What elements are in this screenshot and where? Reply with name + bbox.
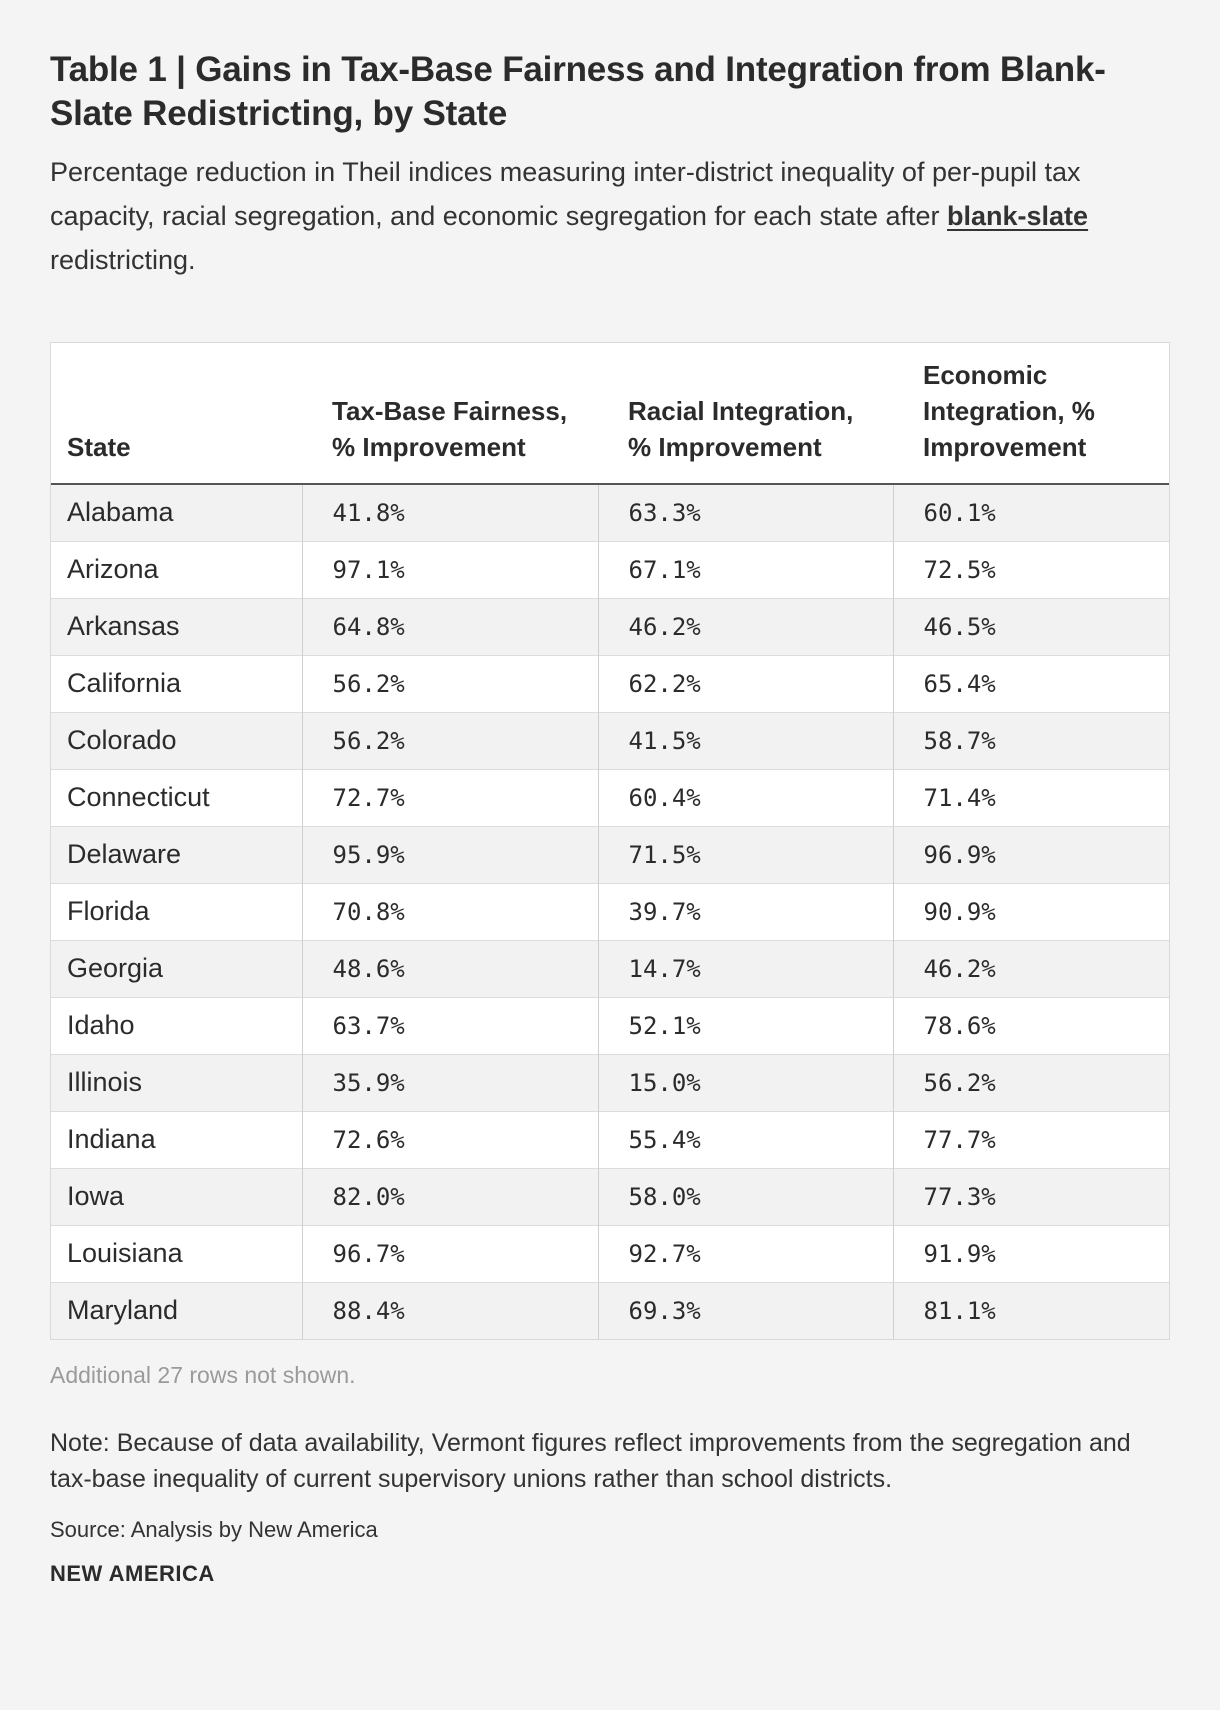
table-row: Colorado 56.2% 41.5% 58.7% <box>51 711 1169 769</box>
cell-tax-base-fairness: 72.7% <box>301 768 598 826</box>
cell-racial-integration: 71.5% <box>597 825 893 883</box>
cell-state: Connecticut <box>51 768 302 826</box>
cell-tax-base-fairness: 82.0% <box>301 1167 598 1225</box>
subtitle-text: Percentage reduction in Theil indices me… <box>50 157 1081 231</box>
cell-racial-integration: 39.7% <box>597 882 893 940</box>
cell-state: Alabama <box>51 484 302 541</box>
cell-tax-base-fairness: 70.8% <box>301 882 598 940</box>
cell-racial-integration: 92.7% <box>597 1224 893 1282</box>
cell-state: Delaware <box>51 825 302 883</box>
table-row: Arizona 97.1% 67.1% 72.5% <box>51 540 1169 598</box>
table-header-row: State Tax-Base Fairness, % Improvement R… <box>51 343 1169 485</box>
cell-state: Iowa <box>51 1167 302 1225</box>
header-economic-integration[interactable]: Economic Integration, % Improvement <box>893 343 1169 485</box>
table-row: Delaware 95.9% 71.5% 96.9% <box>51 825 1169 883</box>
cell-economic-integration: 56.2% <box>892 1053 1169 1111</box>
table-row: Alabama 41.8% 63.3% 60.1% <box>51 484 1169 541</box>
brand-logo: NEW AMERICA <box>50 1561 215 1586</box>
cell-state: Illinois <box>51 1053 302 1111</box>
cell-economic-integration: 46.5% <box>892 597 1169 655</box>
cell-economic-integration: 72.5% <box>892 540 1169 598</box>
table-row: Indiana 72.6% 55.4% 77.7% <box>51 1110 1169 1168</box>
cell-racial-integration: 62.2% <box>597 654 893 712</box>
cell-tax-base-fairness: 64.8% <box>301 597 598 655</box>
cell-economic-integration: 90.9% <box>892 882 1169 940</box>
table-row: Connecticut 72.7% 60.4% 71.4% <box>51 768 1169 826</box>
cell-tax-base-fairness: 95.9% <box>301 825 598 883</box>
cell-economic-integration: 81.1% <box>892 1281 1169 1339</box>
table-row: Illinois 35.9% 15.0% 56.2% <box>51 1053 1169 1111</box>
cell-tax-base-fairness: 35.9% <box>301 1053 598 1111</box>
cell-tax-base-fairness: 48.6% <box>301 939 598 997</box>
table-row: Georgia 48.6% 14.7% 46.2% <box>51 939 1169 997</box>
cell-economic-integration: 77.3% <box>892 1167 1169 1225</box>
table-subtitle: Percentage reduction in Theil indices me… <box>50 150 1130 282</box>
subtitle-text-end: redistricting. <box>50 245 196 275</box>
footnote: Note: Because of data availability, Verm… <box>50 1429 1131 1493</box>
cell-economic-integration: 78.6% <box>892 996 1169 1054</box>
cell-economic-integration: 46.2% <box>892 939 1169 997</box>
table-row: Maryland 88.4% 69.3% 81.1% <box>51 1281 1169 1339</box>
cell-racial-integration: 41.5% <box>597 711 893 769</box>
cell-economic-integration: 58.7% <box>892 711 1169 769</box>
table-row: Florida 70.8% 39.7% 90.9% <box>51 882 1169 940</box>
rows-hidden-notice: Additional 27 rows not shown. <box>50 1362 356 1388</box>
cell-economic-integration: 96.9% <box>892 825 1169 883</box>
cell-state: Georgia <box>51 939 302 997</box>
data-table: State Tax-Base Fairness, % Improvement R… <box>50 342 1170 1340</box>
cell-tax-base-fairness: 56.2% <box>301 654 598 712</box>
cell-state: Maryland <box>51 1281 302 1339</box>
table-row: California 56.2% 62.2% 65.4% <box>51 654 1169 712</box>
table-row: Arkansas 64.8% 46.2% 46.5% <box>51 597 1169 655</box>
table-row: Iowa 82.0% 58.0% 77.3% <box>51 1167 1169 1225</box>
cell-state: Idaho <box>51 996 302 1054</box>
table-row: Idaho 63.7% 52.1% 78.6% <box>51 996 1169 1054</box>
cell-economic-integration: 77.7% <box>892 1110 1169 1168</box>
header-state[interactable]: State <box>51 343 302 485</box>
cell-racial-integration: 60.4% <box>597 768 893 826</box>
cell-tax-base-fairness: 63.7% <box>301 996 598 1054</box>
cell-state: Arkansas <box>51 597 302 655</box>
cell-economic-integration: 60.1% <box>892 484 1169 541</box>
cell-racial-integration: 52.1% <box>597 996 893 1054</box>
cell-racial-integration: 15.0% <box>597 1053 893 1111</box>
blank-slate-link[interactable]: blank-slate <box>947 201 1089 231</box>
source-line: Source: Analysis by New America <box>50 1517 378 1542</box>
cell-state: Indiana <box>51 1110 302 1168</box>
cell-racial-integration: 63.3% <box>597 484 893 541</box>
header-racial-integration[interactable]: Racial Integration, % Improvement <box>598 343 893 485</box>
cell-state: Arizona <box>51 540 302 598</box>
cell-tax-base-fairness: 72.6% <box>301 1110 598 1168</box>
cell-racial-integration: 46.2% <box>597 597 893 655</box>
cell-tax-base-fairness: 96.7% <box>301 1224 598 1282</box>
cell-tax-base-fairness: 88.4% <box>301 1281 598 1339</box>
table-row: Louisiana 96.7% 92.7% 91.9% <box>51 1224 1169 1282</box>
cell-economic-integration: 71.4% <box>892 768 1169 826</box>
cell-tax-base-fairness: 41.8% <box>301 484 598 541</box>
header-tax-base-fairness[interactable]: Tax-Base Fairness, % Improvement <box>302 343 598 485</box>
cell-tax-base-fairness: 97.1% <box>301 540 598 598</box>
cell-economic-integration: 65.4% <box>892 654 1169 712</box>
cell-racial-integration: 58.0% <box>597 1167 893 1225</box>
table-title: Table 1 | Gains in Tax-Base Fairness and… <box>50 50 1106 133</box>
cell-racial-integration: 69.3% <box>597 1281 893 1339</box>
cell-racial-integration: 67.1% <box>597 540 893 598</box>
cell-tax-base-fairness: 56.2% <box>301 711 598 769</box>
cell-state: California <box>51 654 302 712</box>
cell-racial-integration: 14.7% <box>597 939 893 997</box>
cell-racial-integration: 55.4% <box>597 1110 893 1168</box>
cell-state: Florida <box>51 882 302 940</box>
cell-economic-integration: 91.9% <box>892 1224 1169 1282</box>
cell-state: Louisiana <box>51 1224 302 1282</box>
cell-state: Colorado <box>51 711 302 769</box>
